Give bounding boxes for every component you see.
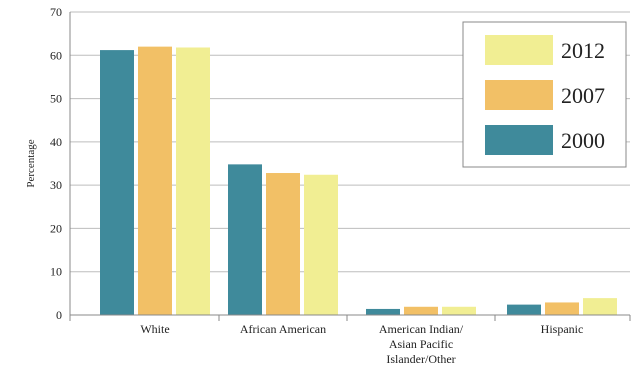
bar-2012-cat2 xyxy=(442,306,476,315)
legend-swatch-2012 xyxy=(485,35,553,65)
legend-swatch-2007 xyxy=(485,80,553,110)
x-category-label: Asian Pacific xyxy=(389,337,453,351)
bar-2012-cat3 xyxy=(583,298,617,315)
x-category-label: African American xyxy=(240,322,326,336)
y-tick-label: 40 xyxy=(50,135,62,149)
bar-2000-cat2 xyxy=(366,308,400,315)
bar-2000-cat1 xyxy=(228,164,262,315)
bar-2000-cat3 xyxy=(507,304,541,315)
bar-2007-cat2 xyxy=(404,306,438,315)
bar-2007-cat3 xyxy=(545,302,579,315)
x-category-label: American Indian/ xyxy=(379,322,464,336)
y-tick-label: 10 xyxy=(50,265,62,279)
y-tick-label: 60 xyxy=(50,48,62,62)
legend-label-2007: 2007 xyxy=(561,83,605,108)
y-tick-label: 20 xyxy=(50,221,62,235)
bar-2012-cat0 xyxy=(176,47,210,315)
bar-2007-cat0 xyxy=(138,46,172,315)
y-tick-label: 0 xyxy=(56,308,62,322)
y-tick-label: 30 xyxy=(50,178,62,192)
bar-2000-cat0 xyxy=(100,50,134,315)
x-category-label: White xyxy=(140,322,169,336)
x-category-label: Islander/Other xyxy=(386,352,455,366)
legend-label-2000: 2000 xyxy=(561,128,605,153)
y-tick-label: 70 xyxy=(50,5,62,19)
legend-label-2012: 2012 xyxy=(561,38,605,63)
bar-2007-cat1 xyxy=(266,173,300,315)
x-category-label: Hispanic xyxy=(541,322,584,336)
y-tick-label: 50 xyxy=(50,92,62,106)
y-axis-title: Percentage xyxy=(25,139,37,187)
legend-swatch-2000 xyxy=(485,125,553,155)
bar-2012-cat1 xyxy=(304,174,338,315)
